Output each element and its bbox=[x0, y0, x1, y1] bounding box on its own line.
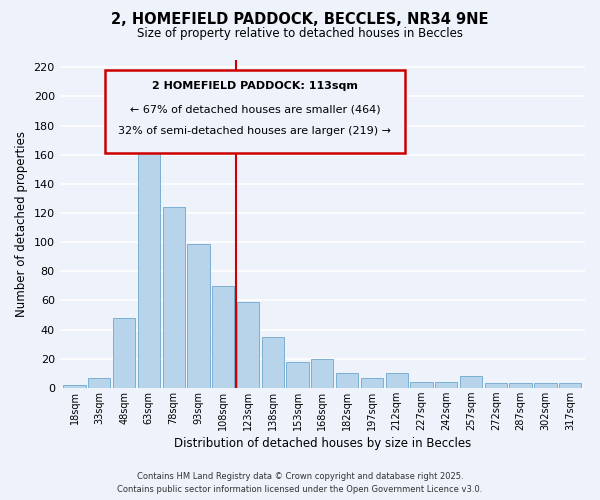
Bar bbox=[212, 286, 235, 388]
Bar bbox=[88, 378, 110, 388]
Bar bbox=[485, 384, 507, 388]
Bar bbox=[435, 382, 457, 388]
Bar bbox=[64, 385, 86, 388]
Bar bbox=[509, 384, 532, 388]
Bar bbox=[113, 318, 135, 388]
Bar bbox=[262, 337, 284, 388]
Text: 2, HOMEFIELD PADDOCK, BECCLES, NR34 9NE: 2, HOMEFIELD PADDOCK, BECCLES, NR34 9NE bbox=[111, 12, 489, 28]
Text: Contains public sector information licensed under the Open Government Licence v3: Contains public sector information licen… bbox=[118, 485, 482, 494]
Bar bbox=[534, 384, 557, 388]
Bar bbox=[187, 244, 209, 388]
Y-axis label: Number of detached properties: Number of detached properties bbox=[15, 131, 28, 317]
Bar bbox=[410, 382, 433, 388]
Text: Size of property relative to detached houses in Beccles: Size of property relative to detached ho… bbox=[137, 28, 463, 40]
Bar bbox=[286, 362, 309, 388]
Bar bbox=[460, 376, 482, 388]
Bar bbox=[559, 384, 581, 388]
X-axis label: Distribution of detached houses by size in Beccles: Distribution of detached houses by size … bbox=[174, 437, 471, 450]
Text: Contains HM Land Registry data © Crown copyright and database right 2025.: Contains HM Land Registry data © Crown c… bbox=[137, 472, 463, 481]
Bar bbox=[237, 302, 259, 388]
Bar bbox=[311, 358, 334, 388]
Text: 32% of semi-detached houses are larger (219) →: 32% of semi-detached houses are larger (… bbox=[119, 126, 392, 136]
Bar bbox=[336, 373, 358, 388]
Bar bbox=[138, 143, 160, 388]
Bar bbox=[163, 207, 185, 388]
Bar bbox=[361, 378, 383, 388]
Text: 2 HOMEFIELD PADDOCK: 113sqm: 2 HOMEFIELD PADDOCK: 113sqm bbox=[152, 81, 358, 91]
Text: ← 67% of detached houses are smaller (464): ← 67% of detached houses are smaller (46… bbox=[130, 104, 380, 114]
Bar bbox=[386, 373, 408, 388]
